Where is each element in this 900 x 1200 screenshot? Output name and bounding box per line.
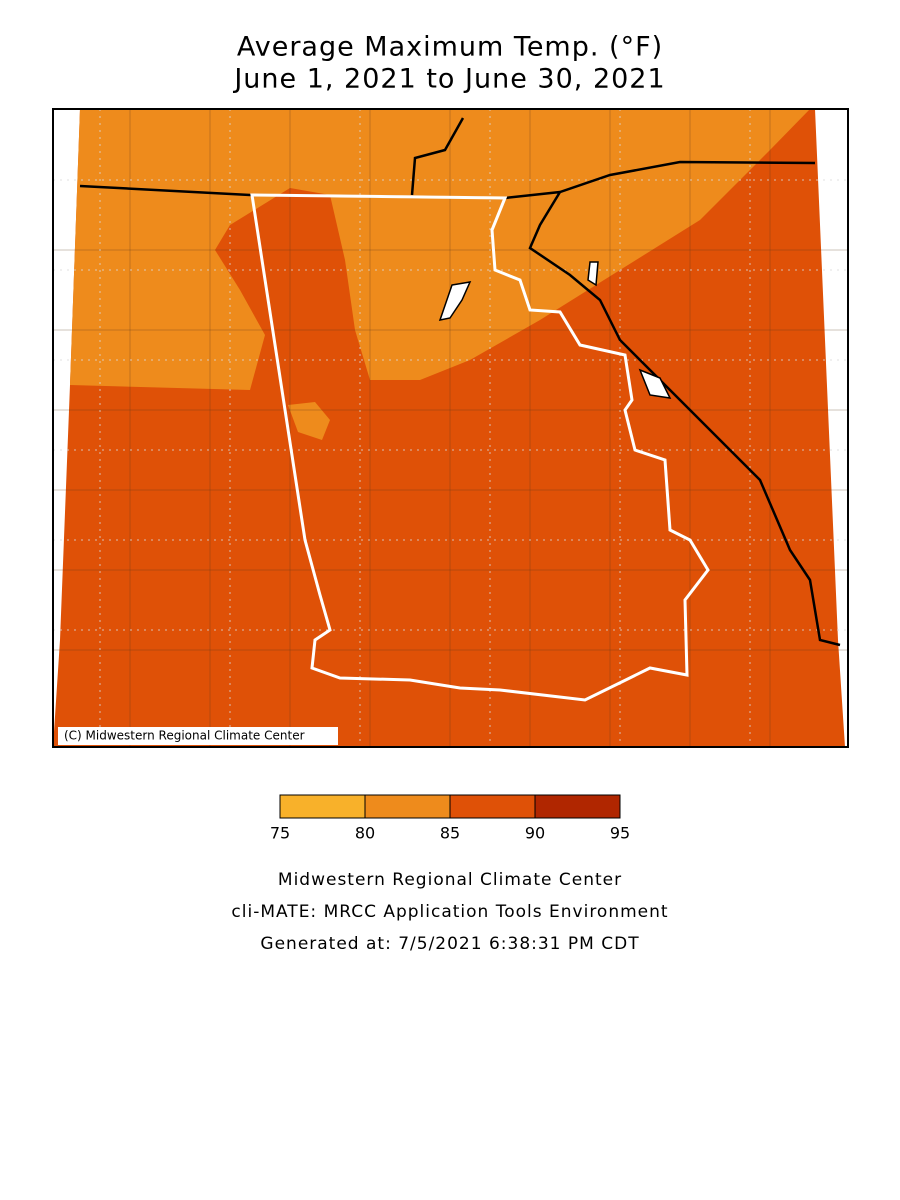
copyright-box bbox=[58, 727, 338, 745]
legend: 75 80 85 90 95 bbox=[270, 794, 630, 843]
temp-zone bbox=[70, 109, 810, 390]
legend-swatch bbox=[279, 794, 366, 819]
footer-line: cli-MATE: MRCC Application Tools Environ… bbox=[231, 902, 668, 922]
title: Average Maximum Temp. (°F) bbox=[237, 32, 663, 63]
legend-tick-label: 95 bbox=[610, 824, 630, 843]
temp-zone bbox=[53, 109, 845, 747]
legend-swatch bbox=[534, 794, 621, 819]
legend-tick-label: 90 bbox=[525, 824, 545, 843]
map-frame bbox=[52, 108, 849, 748]
copyright: (C) Midwestern Regional Climate Center bbox=[64, 729, 305, 743]
temp-zone bbox=[288, 402, 330, 440]
footer-line: Midwestern Regional Climate Center bbox=[278, 870, 622, 890]
legend-swatch bbox=[364, 794, 451, 819]
footer-line: Generated at: 7/5/2021 6:38:31 PM CDT bbox=[260, 934, 639, 954]
map: (C) Midwestern Regional Climate Center bbox=[52, 108, 849, 748]
legend-swatch bbox=[449, 794, 536, 819]
legend-tick-label: 75 bbox=[270, 824, 290, 843]
legend-tick-label: 80 bbox=[355, 824, 375, 843]
lake bbox=[438, 261, 672, 399]
county-lines bbox=[53, 109, 848, 747]
georgia-outline bbox=[250, 193, 710, 702]
legend-tick-label: 85 bbox=[440, 824, 460, 843]
state-borders bbox=[79, 117, 841, 647]
subtitle: June 1, 2021 to June 30, 2021 bbox=[232, 64, 665, 95]
